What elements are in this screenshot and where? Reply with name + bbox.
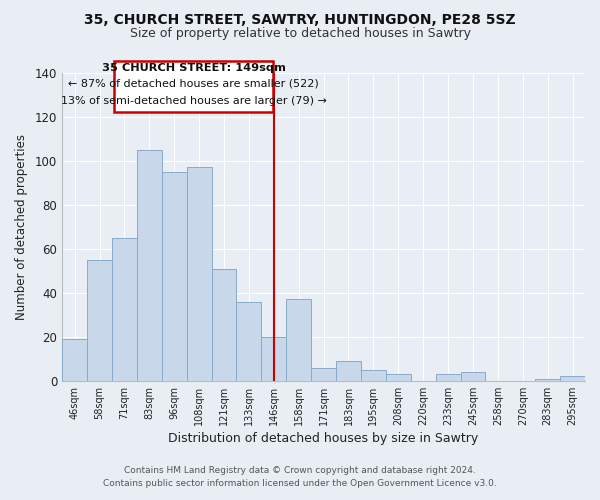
Bar	[336, 361, 361, 381]
FancyBboxPatch shape	[115, 62, 272, 112]
Bar	[112, 238, 137, 381]
Bar	[286, 300, 311, 381]
Text: Contains HM Land Registry data © Crown copyright and database right 2024.
Contai: Contains HM Land Registry data © Crown c…	[103, 466, 497, 487]
Y-axis label: Number of detached properties: Number of detached properties	[15, 134, 28, 320]
Bar	[560, 376, 585, 381]
Bar	[87, 260, 112, 381]
Bar	[236, 302, 262, 381]
Bar	[436, 374, 461, 381]
Text: 35 CHURCH STREET: 149sqm: 35 CHURCH STREET: 149sqm	[101, 63, 286, 73]
X-axis label: Distribution of detached houses by size in Sawtry: Distribution of detached houses by size …	[169, 432, 479, 445]
Bar	[262, 337, 286, 381]
Bar	[212, 268, 236, 381]
Text: Size of property relative to detached houses in Sawtry: Size of property relative to detached ho…	[130, 28, 470, 40]
Bar	[461, 372, 485, 381]
Bar	[311, 368, 336, 381]
Bar	[62, 339, 87, 381]
Text: 13% of semi-detached houses are larger (79) →: 13% of semi-detached houses are larger (…	[61, 96, 326, 106]
Bar	[137, 150, 162, 381]
Text: 35, CHURCH STREET, SAWTRY, HUNTINGDON, PE28 5SZ: 35, CHURCH STREET, SAWTRY, HUNTINGDON, P…	[84, 12, 516, 26]
Bar	[535, 378, 560, 381]
Bar	[361, 370, 386, 381]
Bar	[162, 172, 187, 381]
Bar	[386, 374, 411, 381]
Text: ← 87% of detached houses are smaller (522): ← 87% of detached houses are smaller (52…	[68, 78, 319, 88]
Bar	[187, 167, 212, 381]
